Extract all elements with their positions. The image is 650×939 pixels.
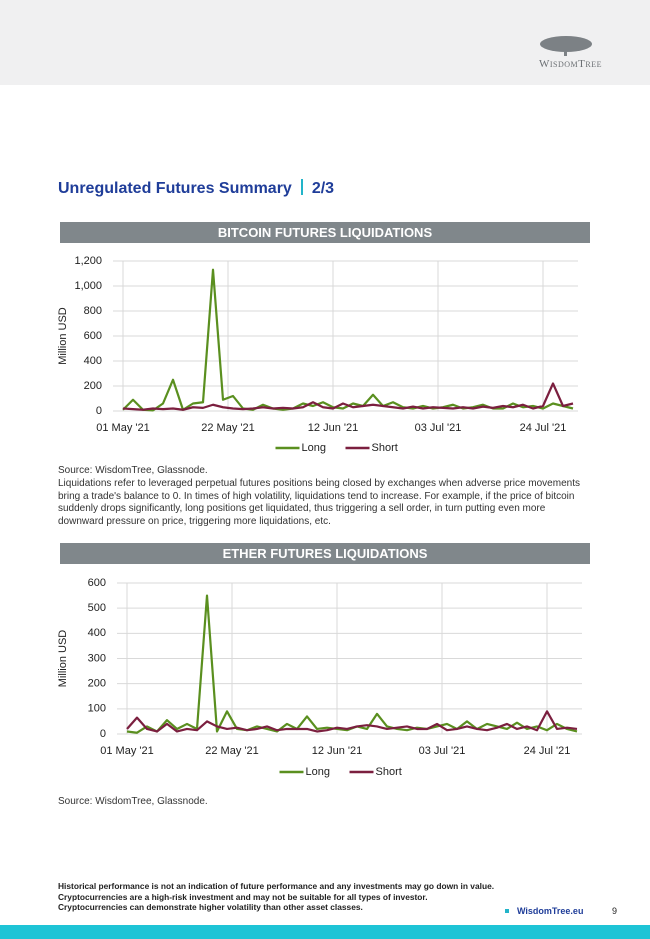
chart: 0 200 400 600 800 1,000 1,200 01 May '21 22 May … (57, 255, 578, 454)
y-tick-label: 800 (84, 305, 102, 317)
title-part: 2/3 (311, 180, 335, 197)
y-tick-label: 600 (84, 330, 102, 342)
disclaimer: Cryptocurrencies are a high-risk investm… (58, 891, 428, 902)
legend-label: Long (302, 442, 326, 454)
footer-band (0, 925, 650, 939)
page-number: 9 (612, 906, 618, 916)
legend-label: Short (376, 766, 402, 778)
chart: 0 100 200 300 400 500 600 01 May '21 22 May '21 1… (57, 577, 582, 778)
x-tick-label: 24 Jul '21 (520, 422, 567, 434)
x-tick-label: 12 Jun '21 (308, 422, 358, 434)
chart-title: ETHER FUTURES LIQUIDATIONS (60, 543, 590, 564)
series-line (122, 382, 574, 411)
y-tick-label: 1,000 (74, 280, 102, 292)
y-axis-label: Million USD (57, 630, 69, 688)
y-tick-label: 1,200 (74, 255, 102, 267)
y-axis-label: Million USD (57, 307, 69, 365)
source: Source: WisdomTree, Glassnode. (58, 465, 208, 476)
x-tick-label: 01 May '21 (96, 422, 149, 434)
y-tick-label: 400 (84, 355, 102, 367)
title-separator (300, 179, 303, 195)
title-text: Unregulated Futures Summary (58, 180, 292, 197)
y-tick-label: 0 (100, 728, 106, 740)
site-link[interactable]: WisdomTree.eu (505, 906, 583, 916)
y-tick-label: 600 (88, 577, 106, 589)
series-line (122, 268, 574, 412)
series-line (126, 710, 578, 733)
x-tick-label: 03 Jul '21 (415, 422, 462, 434)
disclaimers: Historical performance is not an indicat… (58, 881, 494, 913)
legend-label: Long (306, 766, 330, 778)
x-tick-label: 03 Jul '21 (419, 745, 466, 757)
legend-label: Short (372, 442, 398, 454)
x-tick-label: 22 May '21 (201, 422, 254, 434)
description: Liquidations refer to leveraged perpetua… (58, 478, 580, 527)
chart-title: BITCOIN FUTURES LIQUIDATIONS (60, 222, 590, 243)
x-tick-label: 01 May '21 (100, 745, 153, 757)
page-title: Unregulated Futures Summary 2/3 (58, 179, 334, 198)
y-tick-label: 200 (88, 678, 106, 690)
y-tick-label: 200 (84, 380, 102, 392)
source: Source: WisdomTree, Glassnode. (58, 796, 208, 807)
disclaimer: Cryptocurrencies can demonstrate higher … (58, 902, 363, 913)
x-tick-label: 24 Jul '21 (524, 745, 571, 757)
x-tick-label: 12 Jun '21 (312, 745, 362, 757)
y-tick-label: 400 (88, 627, 106, 639)
y-tick-label: 500 (88, 602, 106, 614)
disclaimer: Historical performance is not an indicat… (58, 881, 495, 891)
y-tick-label: 100 (88, 703, 106, 715)
y-tick-label: 0 (96, 405, 102, 417)
y-tick-label: 300 (88, 652, 106, 664)
logo-tree (540, 36, 592, 56)
series-line (126, 594, 578, 734)
logo: WisdomTree (539, 58, 602, 70)
x-tick-label: 22 May '21 (205, 745, 258, 757)
